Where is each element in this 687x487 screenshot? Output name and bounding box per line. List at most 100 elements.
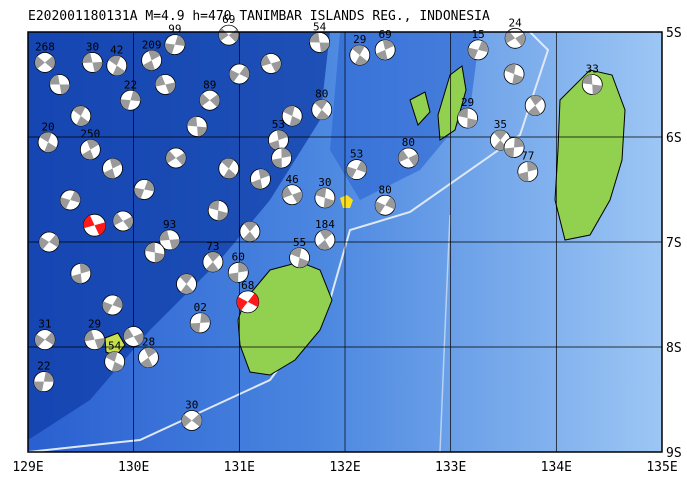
compression-quadrant [44,332,55,346]
focal-mechanism [106,55,128,76]
focal-mechanism [181,410,203,431]
depth-label: 209 [142,38,162,51]
x-tick-label: 130E [118,460,149,475]
focal-mechanism [82,52,103,73]
compression-quadrant [319,42,330,53]
compression-quadrant [44,56,55,69]
compression-quadrant [505,30,516,44]
events: 268 30 42 209 99 69 54 29 69 15 24 33 80 53 53 80 29 35 77… [33,13,603,431]
compression-quadrant [105,351,118,362]
focal-mechanism [314,229,336,251]
compression-quadrant [34,334,45,347]
y-tick-label: 9S [666,446,682,461]
compression-quadrant [408,153,419,167]
depth-label: 29 [88,318,101,331]
compression-quadrant [94,337,105,350]
focal-mechanism [503,63,525,85]
compression-quadrant [292,191,303,204]
x-tick-label: 135E [646,460,677,475]
focal-mechanism [159,229,180,251]
compression-quadrant [81,149,94,160]
focal-mechanism [33,371,55,393]
compression-quadrant [206,261,219,272]
compression-quadrant [282,186,293,199]
depth-label: 93 [163,218,176,231]
compression-quadrant [59,84,70,95]
compression-quadrant [209,94,220,108]
compression-quadrant [180,284,194,294]
compression-quadrant [83,215,95,229]
focal-mechanism [120,89,141,111]
focal-mechanism [70,105,92,127]
x-tick-label: 134E [541,460,572,475]
focal-mechanism [236,290,260,314]
compression-quadrant [258,169,270,179]
compression-quadrant [199,93,210,107]
compression-quadrant [94,222,106,236]
compression-quadrant [457,108,468,119]
focal-mechanism [374,194,396,216]
compression-quadrant [120,99,131,110]
depth-label: 30 [318,176,331,189]
depth-label: 69 [379,28,392,41]
compression-quadrant [243,221,257,232]
depth-label: 31 [38,318,51,331]
compression-quadrant [317,239,331,250]
focal-mechanism [84,329,105,351]
focal-mechanism [83,213,106,237]
compression-quadrant [375,201,386,214]
depth-label: 22 [124,78,137,91]
depth-label: 89 [203,78,216,91]
compression-quadrant [33,381,44,392]
compression-quadrant [309,32,320,43]
focal-mechanism [202,251,224,273]
depth-label: 80 [402,136,415,149]
focal-mechanism [524,95,546,116]
x-tick-label: 131E [224,460,255,475]
compression-quadrant [200,312,211,323]
compression-quadrant [103,168,116,179]
compression-quadrant [468,47,479,60]
depth-label: 22 [37,360,50,373]
compression-quadrant [315,187,327,198]
compression-quadrant [49,234,60,248]
compression-quadrant [165,150,176,164]
depth-label: 53 [350,148,363,161]
compression-quadrant [352,45,365,56]
focal-mechanism [186,116,208,137]
compression-quadrant [72,105,86,116]
compression-quadrant [144,347,157,358]
compression-quadrant [60,197,71,209]
compression-quadrant [346,166,357,179]
compression-quadrant [108,55,121,66]
compression-quadrant [269,140,280,151]
compression-quadrant [175,152,186,166]
compression-quadrant [112,296,123,309]
compression-quadrant [261,54,272,67]
focal-mechanism [102,294,123,316]
compression-quadrant [191,413,202,427]
compression-quadrant [512,74,524,84]
focal-mechanism [38,231,60,253]
compression-quadrant [382,39,395,50]
focal-mechanism [268,129,289,151]
compression-quadrant [43,371,54,382]
focal-mechanism [467,39,489,61]
focal-mechanism [123,326,145,347]
compression-quadrant [197,126,207,137]
depth-label: 184 [315,218,335,231]
y-tick-label: 5S [666,26,682,41]
compression-quadrant [527,161,538,172]
compression-quadrant [140,357,153,368]
depth-label: 35 [494,118,507,131]
focal-mechanism [311,99,333,121]
focal-mechanism [104,351,126,373]
depth-label: 80 [315,88,328,101]
depth-label: 28 [142,336,155,349]
compression-quadrant [314,99,328,110]
focal-mechanism [70,263,92,284]
compression-quadrant [385,196,396,210]
compression-quadrant [187,116,198,127]
focal-mechanism [260,53,282,74]
focal-mechanism [34,52,56,73]
